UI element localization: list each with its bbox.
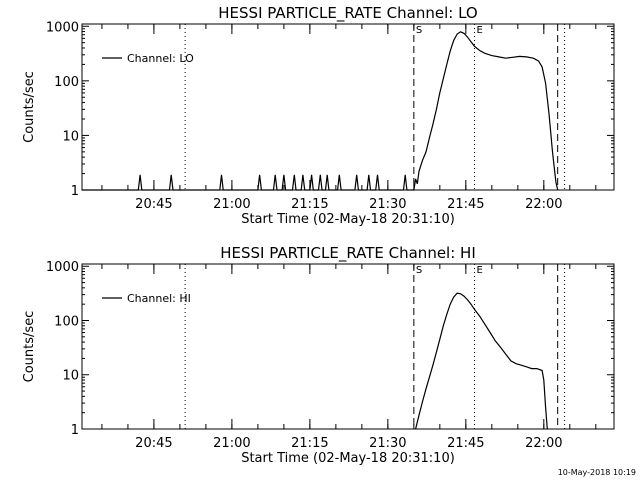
y-tick-label: 10 bbox=[62, 369, 79, 384]
y-tick-label: 100 bbox=[54, 314, 79, 329]
y-axis-label: Counts/sec bbox=[22, 71, 37, 143]
x-tick-label: 20:45 bbox=[135, 197, 172, 212]
x-tick-label: 22:00 bbox=[525, 197, 562, 212]
marker-label: E bbox=[477, 265, 483, 276]
y-tick-label: 1 bbox=[71, 184, 79, 199]
chart-panel-1: HESSI PARTICLE_RATE Channel: LO 1 10 100 100… bbox=[22, 4, 615, 227]
x-tick-label: 21:15 bbox=[291, 197, 328, 212]
plot-frame bbox=[81, 263, 615, 430]
x-tick-label: 21:00 bbox=[213, 436, 250, 451]
legend-label: Channel: LO bbox=[127, 52, 194, 65]
y-tick-label: 1000 bbox=[46, 260, 79, 275]
x-tick-label: 21:45 bbox=[447, 197, 484, 212]
y-tick-label: 1 bbox=[71, 423, 79, 438]
series-line bbox=[82, 31, 559, 191]
chart-title: HESSI PARTICLE_RATE Channel: HI bbox=[220, 244, 476, 263]
y-tick-label: 100 bbox=[54, 75, 79, 90]
chart-panel-2: HESSI PARTICLE_RATE Channel: HI 1 10 100 100… bbox=[22, 244, 615, 466]
x-tick-label: 21:15 bbox=[291, 436, 328, 451]
plot-frame bbox=[81, 23, 615, 191]
x-tick-label: 20:45 bbox=[135, 436, 172, 451]
x-axis-label: Start Time (02-May-18 20:31:10) bbox=[241, 212, 455, 227]
legend-label: Channel: HI bbox=[127, 292, 191, 305]
x-tick-label: 21:45 bbox=[447, 436, 484, 451]
marker-label: S bbox=[416, 265, 422, 276]
x-tick-label: 21:30 bbox=[369, 197, 406, 212]
footer-timestamp: 10-May-2018 10:19 bbox=[558, 468, 636, 477]
y-axis-label: Counts/sec bbox=[22, 311, 37, 383]
series-line bbox=[415, 292, 548, 430]
y-tick-label: 10 bbox=[62, 129, 79, 144]
x-axis-label: Start Time (02-May-18 20:31:10) bbox=[241, 451, 455, 466]
marker-label: S bbox=[416, 25, 422, 36]
marker-label: E bbox=[477, 25, 483, 36]
x-tick-label: 22:00 bbox=[525, 436, 562, 451]
x-tick-label: 21:00 bbox=[213, 197, 250, 212]
x-tick-label: 21:30 bbox=[369, 436, 406, 451]
y-tick-label: 1000 bbox=[46, 20, 79, 35]
chart-title: HESSI PARTICLE_RATE Channel: LO bbox=[218, 4, 477, 23]
